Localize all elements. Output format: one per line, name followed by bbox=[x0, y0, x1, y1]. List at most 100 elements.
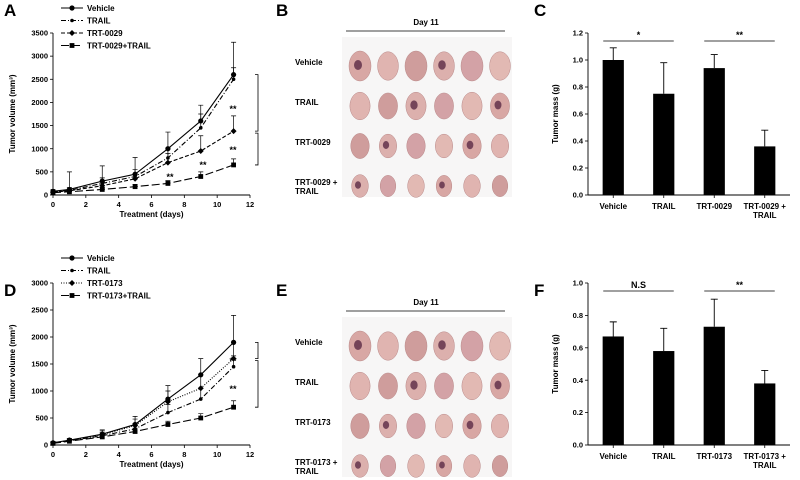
y-tick-label: 0.2 bbox=[573, 164, 583, 173]
error-bar bbox=[609, 47, 617, 60]
marker bbox=[231, 364, 236, 369]
y-tick-label: 2000 bbox=[31, 98, 48, 107]
tumor bbox=[378, 92, 398, 120]
marker bbox=[230, 355, 237, 362]
series-line bbox=[52, 342, 234, 444]
tumor bbox=[406, 413, 426, 439]
x-tick-label: 8 bbox=[182, 200, 186, 209]
row-label-box: TRT-0173 bbox=[295, 418, 331, 427]
tumor bbox=[491, 413, 509, 439]
y-axis-label: Tumor mass (g) bbox=[551, 84, 560, 144]
legend-marker bbox=[70, 18, 74, 23]
row-label-box: TRT-0029 bbox=[295, 138, 331, 147]
y-tick-label: 1000 bbox=[31, 144, 48, 153]
tumor bbox=[491, 455, 509, 477]
significance: ** bbox=[229, 384, 237, 394]
error-bar bbox=[231, 67, 237, 80]
row-label: TRT-0173 + TRAIL bbox=[295, 458, 338, 476]
y-tick-label: 1500 bbox=[31, 360, 48, 369]
x-tick-label: TRAIL bbox=[651, 202, 676, 211]
legend-label: Vehicle bbox=[87, 4, 115, 13]
photo-title: Day 11 bbox=[413, 18, 439, 27]
tumor-spot bbox=[410, 100, 418, 110]
tumor-spot bbox=[382, 421, 390, 429]
significance: N.S bbox=[631, 280, 646, 290]
tumor-spot bbox=[466, 140, 474, 150]
legend-marker bbox=[70, 268, 74, 273]
y-tick-label: 2500 bbox=[31, 306, 48, 315]
bracket bbox=[255, 342, 259, 359]
tumor-spot bbox=[410, 380, 418, 390]
tumor bbox=[377, 331, 399, 361]
tumor bbox=[491, 133, 509, 159]
tumor-spot bbox=[354, 181, 362, 189]
x-tick-label: TRT-0173 bbox=[696, 452, 733, 461]
legend-label: TRT-0173+TRAIL bbox=[87, 292, 151, 301]
legend-label: TRT-0173 bbox=[87, 279, 123, 288]
y-tick-label: 0.4 bbox=[573, 137, 584, 146]
marker bbox=[166, 410, 170, 415]
bracket bbox=[255, 132, 259, 166]
tumor bbox=[434, 92, 454, 120]
x-tick-label: 0 bbox=[51, 450, 55, 459]
tumor bbox=[407, 454, 425, 478]
row-label-box: TRT-0173 + TRAIL bbox=[295, 458, 338, 476]
significance: ** bbox=[736, 280, 744, 290]
significance: ** bbox=[229, 356, 237, 366]
error-bar bbox=[66, 171, 72, 190]
error-bar bbox=[198, 358, 204, 375]
tumor bbox=[350, 413, 370, 439]
legend-marker bbox=[69, 30, 75, 36]
x-tick-label-box: TRT-0029 bbox=[696, 202, 733, 211]
error-bar bbox=[165, 131, 171, 149]
photo-title: Day 11 bbox=[413, 298, 439, 307]
y-tick-label: 0.8 bbox=[573, 311, 583, 320]
x-tick-label: 0 bbox=[51, 200, 55, 209]
legend-label: TRT-0029+TRAIL bbox=[87, 42, 151, 51]
marker bbox=[198, 174, 204, 179]
tumor-spot bbox=[439, 181, 445, 189]
y-tick-label: 500 bbox=[35, 167, 48, 176]
bar bbox=[602, 336, 624, 445]
x-tick-label: TRT-0029 bbox=[696, 202, 733, 211]
bar bbox=[703, 326, 725, 445]
y-tick-label: 0.6 bbox=[573, 343, 583, 352]
tumor-spot bbox=[439, 461, 445, 469]
marker bbox=[67, 189, 72, 195]
y-tick-label: 3000 bbox=[31, 52, 48, 61]
marker bbox=[231, 404, 236, 410]
series-line bbox=[52, 366, 234, 444]
y-tick-label: 1.0 bbox=[573, 56, 583, 65]
x-tick-label-box: TRAIL bbox=[651, 202, 676, 211]
tumor-spot bbox=[438, 60, 446, 70]
panel-letter: F bbox=[534, 281, 544, 300]
tumor bbox=[406, 133, 426, 159]
legend-marker bbox=[69, 293, 75, 298]
x-axis-label: Treatment (days) bbox=[119, 210, 183, 219]
x-tick-label-box: Vehicle bbox=[599, 452, 627, 461]
legend-label: TRAIL bbox=[87, 267, 111, 276]
error-bar bbox=[761, 370, 769, 384]
bracket bbox=[255, 74, 259, 132]
significance: * bbox=[637, 30, 641, 40]
y-tick-label: 1.0 bbox=[573, 279, 583, 288]
marker bbox=[165, 422, 171, 427]
marker bbox=[132, 429, 138, 434]
row-label-box: TRT-0029 + TRAIL bbox=[295, 178, 337, 196]
bar bbox=[754, 383, 776, 445]
row-label: TRT-0173 bbox=[295, 418, 331, 427]
tumor-spot bbox=[466, 420, 474, 430]
marker bbox=[132, 184, 138, 190]
marker bbox=[198, 415, 204, 421]
marker bbox=[230, 128, 237, 135]
x-tick-label-box: TRT-0173 bbox=[696, 452, 733, 461]
x-tick-label-box: TRT-0173 + TRAIL bbox=[743, 452, 786, 470]
y-axis-label: Tumor volume (mm³) bbox=[8, 324, 17, 403]
tumor bbox=[379, 175, 397, 197]
row-label: Vehicle bbox=[295, 338, 323, 347]
x-tick-label: 8 bbox=[182, 450, 186, 459]
y-tick-label: 0.4 bbox=[573, 376, 584, 385]
panel-letter: A bbox=[4, 1, 16, 20]
x-tick-label: TRT-0173 + TRAIL bbox=[743, 452, 786, 470]
